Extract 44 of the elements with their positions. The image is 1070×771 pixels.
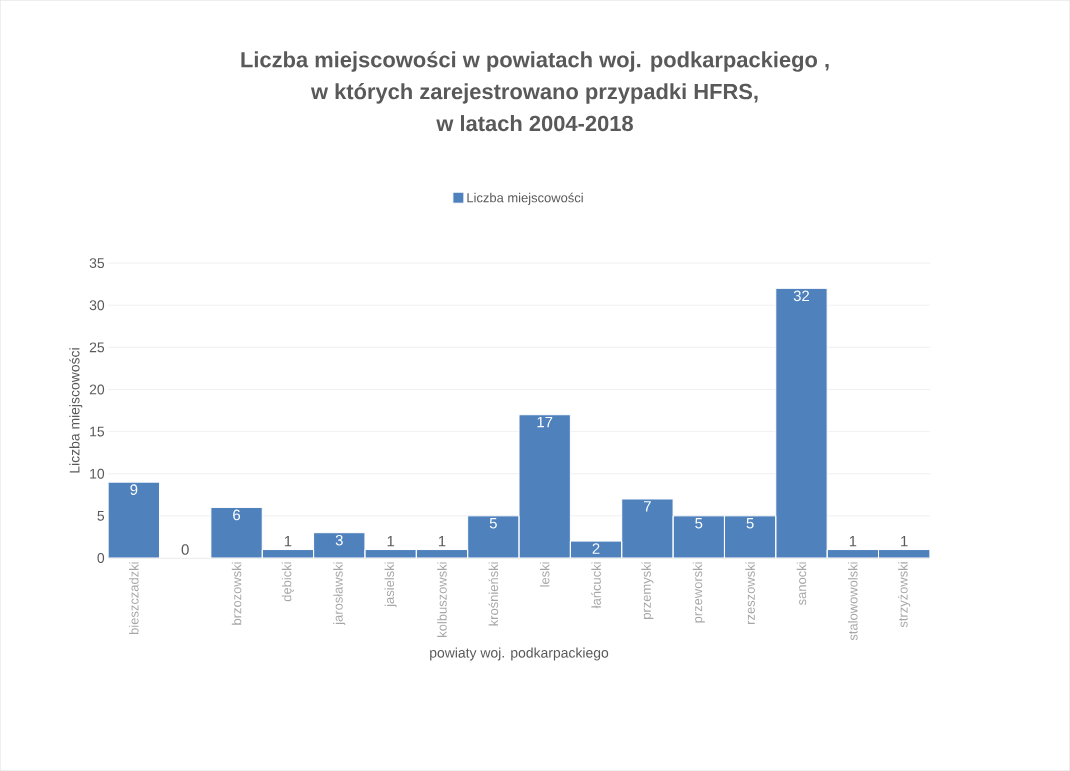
x-tick-label: stalowowolski (848, 562, 858, 641)
y-axis-title: Liczba miejscowości (69, 348, 83, 473)
data-label: 32 (793, 290, 810, 302)
x-axis-title: powiaty woj. podkarpackiego (430, 647, 609, 661)
y-tick-label: 15 (90, 426, 105, 437)
data-label: 1 (284, 536, 292, 547)
x-tick-label: jasielski (384, 562, 397, 608)
x-tick-label: bieszczadzki (129, 562, 139, 635)
data-label: 1 (849, 536, 857, 547)
y-tick-label: 25 (89, 342, 105, 353)
data-label: 5 (695, 517, 703, 529)
data-label: 6 (233, 509, 241, 521)
data-label: 2 (592, 543, 600, 554)
data-label: 3 (335, 534, 343, 546)
data-label: 1 (438, 536, 446, 547)
x-tick-label: leski (539, 562, 550, 587)
data-label: 5 (746, 517, 754, 529)
data-label: 9 (130, 484, 138, 495)
data-label: 17 (537, 416, 553, 428)
x-tick-label: jarosławski (333, 562, 346, 626)
x-tick-label: kolbuszowski (437, 562, 447, 637)
y-tick-label: 35 (89, 258, 105, 268)
data-label: 1 (901, 536, 908, 547)
y-tick-label: 10 (90, 468, 105, 479)
y-tick-label: 20 (89, 384, 105, 395)
y-tick-label: 0 (97, 552, 105, 563)
x-tick-label: strzyżowski (898, 562, 911, 628)
bar (108, 481, 161, 558)
x-tick-label: krośnieński (488, 562, 499, 626)
x-tick-label: rzeszowski (745, 562, 755, 624)
x-tick-label: przeworski (692, 562, 705, 623)
chart-title: Liczba miejscowości w powiatach woj. podkarpackiego , w których zarejestrowano przypadki HFRS, w latach 2004-2018 (241, 51, 829, 132)
x-tick-label: sanocki (796, 562, 807, 605)
data-label: 5 (489, 517, 497, 529)
x-tick-label: łańcucki (591, 562, 601, 609)
x-tick-label: dębicki (281, 562, 294, 602)
data-label: 0 (181, 544, 189, 555)
data-label: 7 (644, 501, 651, 512)
y-tick-label: 30 (89, 300, 105, 311)
x-tick-label: przemyski (641, 562, 654, 619)
x-tick-label: brzozowski (231, 562, 242, 625)
data-label: 1 (387, 536, 395, 547)
legend-label: Liczba miejscowości (467, 192, 583, 205)
y-tick-label: 5 (97, 510, 105, 521)
